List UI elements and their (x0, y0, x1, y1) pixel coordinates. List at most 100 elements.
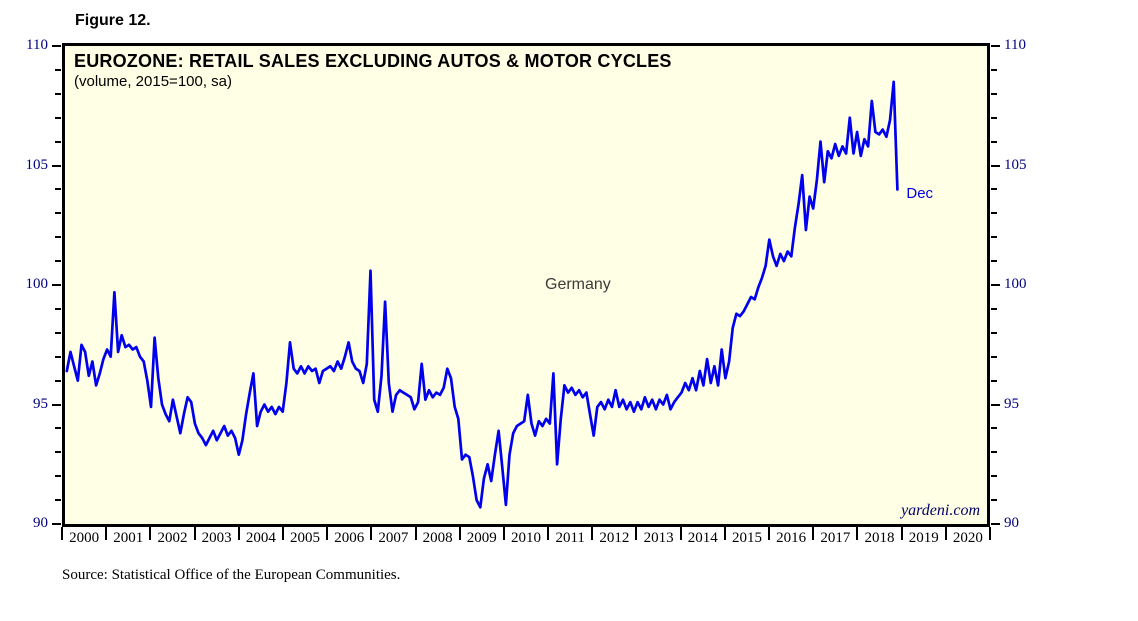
y-tick-left (52, 164, 61, 167)
x-axis-year-label: 2008 (422, 530, 453, 546)
y-tick-left (55, 355, 61, 358)
y-tick-right (991, 188, 997, 191)
x-axis-year-label: 2003 (201, 530, 232, 546)
y-axis-label-right: 105 (1004, 156, 1027, 173)
source-note: Source: Statistical Office of the Europe… (62, 567, 401, 583)
y-tick-left (55, 188, 61, 191)
y-tick-right (991, 331, 997, 334)
y-tick-left (55, 379, 61, 382)
x-axis-year-label: 2002 (157, 530, 188, 546)
y-tick-right (991, 475, 997, 478)
x-tick (723, 527, 726, 540)
y-tick-left (52, 45, 61, 47)
y-tick-right (991, 427, 997, 430)
y-tick-left (55, 427, 61, 430)
y-tick-right (991, 379, 997, 382)
germany-line (65, 80, 899, 509)
x-tick (105, 527, 108, 540)
series-label: Germany (545, 276, 611, 293)
x-tick (458, 527, 461, 540)
y-axis-label-left: 95 (33, 395, 48, 412)
y-tick-left (55, 475, 61, 478)
x-tick (900, 527, 903, 540)
x-tick (61, 527, 63, 540)
y-tick-right (991, 355, 997, 358)
y-axis-label-right: 90 (1004, 515, 1019, 531)
chart-subtitle: (volume, 2015=100, sa) (74, 73, 233, 90)
y-tick-right (991, 499, 997, 502)
x-axis-year-label: 2014 (687, 530, 718, 546)
plot-inner: EUROZONE: RETAIL SALES EXCLUDING AUTOS &… (65, 46, 987, 524)
x-tick (149, 527, 152, 540)
x-tick (679, 527, 682, 540)
x-axis-year-label: 2000 (69, 530, 100, 546)
x-axis-year-label: 2020 (952, 530, 983, 546)
x-tick (591, 527, 594, 540)
y-tick-left (55, 116, 61, 119)
x-axis-year-label: 2007 (378, 530, 409, 546)
x-axis-year-label: 2001 (113, 530, 144, 546)
y-tick-left (55, 68, 61, 71)
y-tick-right (991, 212, 997, 215)
figure-label: Figure 12. (75, 12, 151, 29)
y-tick-left (52, 523, 61, 525)
x-tick (414, 527, 417, 540)
y-tick-right (991, 68, 997, 71)
y-axis-label-left: 105 (25, 156, 49, 173)
x-axis-year-label: 2006 (334, 530, 365, 546)
y-tick-left (55, 260, 61, 263)
x-tick (326, 527, 329, 540)
x-tick (768, 527, 771, 540)
chart-title: EUROZONE: RETAIL SALES EXCLUDING AUTOS &… (74, 51, 672, 71)
y-tick-right (991, 451, 997, 454)
x-axis-year-label: 2005 (290, 530, 321, 546)
y-tick-left (55, 236, 61, 239)
y-tick-right (991, 116, 997, 119)
y-tick-left (52, 403, 61, 406)
x-tick (635, 527, 638, 540)
x-axis-year-label: 2011 (555, 530, 585, 546)
y-tick-left (55, 451, 61, 454)
y-tick-right (991, 45, 1000, 47)
y-tick-right (991, 140, 997, 143)
y-axis-label-left: 110 (26, 37, 48, 53)
x-tick (502, 527, 505, 540)
x-tick (812, 527, 815, 540)
y-axis-label-left: 90 (33, 515, 48, 531)
y-axis-label-right: 95 (1004, 395, 1019, 412)
y-tick-left (55, 331, 61, 334)
y-tick-left (55, 140, 61, 143)
y-tick-right (991, 284, 1000, 286)
x-axis-year-label: 2013 (643, 530, 674, 546)
y-tick-left (55, 307, 61, 310)
x-axis-year-label: 2012 (599, 530, 630, 546)
x-axis-year-label: 2015 (731, 530, 762, 546)
x-tick (944, 527, 947, 540)
y-axis-label-left: 100 (25, 276, 49, 292)
x-axis-year-label: 2010 (510, 530, 541, 546)
y-tick-right (991, 164, 1000, 167)
y-axis-label-right: 110 (1004, 37, 1026, 53)
x-tick (856, 527, 859, 540)
y-tick-right (991, 92, 997, 95)
plot-area: EUROZONE: RETAIL SALES EXCLUDING AUTOS &… (62, 43, 990, 527)
x-tick (193, 527, 196, 540)
watermark: yardeni.com (901, 502, 980, 519)
y-tick-left (55, 212, 61, 215)
y-tick-left (55, 499, 61, 502)
x-axis-year-label: 2019 (908, 530, 939, 546)
x-tick (989, 527, 991, 540)
x-axis-year-label: 2016 (776, 530, 807, 546)
x-tick (281, 527, 284, 540)
x-axis-year-label: 2017 (820, 530, 851, 546)
x-tick (370, 527, 373, 540)
y-axis-label-right: 100 (1004, 276, 1027, 292)
y-tick-right (991, 260, 997, 263)
last-point-label: Dec (906, 185, 934, 203)
x-axis-year-label: 2009 (466, 530, 497, 546)
y-tick-left (55, 92, 61, 95)
y-tick-right (991, 403, 1000, 406)
data-line-svg (65, 80, 899, 509)
y-tick-right (991, 236, 997, 239)
x-tick (237, 527, 240, 540)
